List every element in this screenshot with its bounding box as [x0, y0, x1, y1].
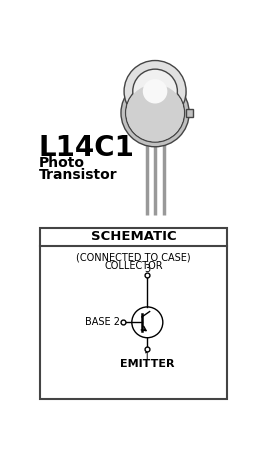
Text: Transistor: Transistor [39, 169, 117, 182]
Text: SCHEMATIC: SCHEMATIC [91, 230, 177, 243]
Circle shape [133, 69, 177, 114]
Text: 1: 1 [144, 352, 150, 361]
Text: EMITTER: EMITTER [120, 359, 175, 369]
Text: 3: 3 [144, 264, 150, 274]
Circle shape [126, 84, 184, 141]
Circle shape [132, 307, 163, 338]
Text: Photo: Photo [39, 156, 85, 170]
Text: COLLECTOR: COLLECTOR [104, 261, 163, 271]
FancyBboxPatch shape [126, 92, 185, 113]
Circle shape [121, 79, 189, 147]
Circle shape [124, 61, 186, 122]
Text: L14C1: L14C1 [39, 134, 135, 162]
Circle shape [126, 84, 185, 142]
Bar [40, 227, 227, 400]
FancyBboxPatch shape [186, 109, 193, 117]
Circle shape [143, 79, 167, 104]
Text: (CONNECTED TO CASE): (CONNECTED TO CASE) [76, 252, 191, 262]
Text: BASE 2: BASE 2 [85, 317, 120, 328]
